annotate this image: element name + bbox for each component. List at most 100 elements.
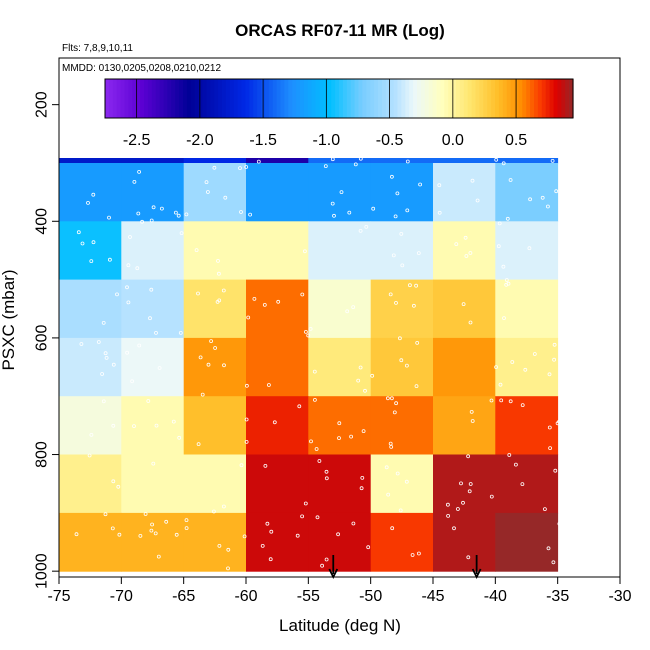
x-tick-label: -40 [484,588,507,605]
observation-point [494,157,499,162]
observation-point [339,190,344,195]
observation-point [132,179,137,184]
observation-point [151,461,156,466]
colorbar-segment [541,79,547,118]
observation-point [527,246,532,251]
colorbar-segment [506,79,512,118]
colorbar-segment [327,79,332,118]
colorbar-segment [569,79,574,118]
colorbar-segment [241,79,246,118]
observation-point [238,166,242,171]
observation-point [104,355,109,360]
colorbar-segment [401,79,406,118]
heatmap-cell [183,221,247,281]
observation-point [312,369,317,374]
observation-point [390,526,395,531]
observation-point [196,442,201,447]
observation-point [404,363,409,368]
observation-point [138,534,143,538]
observation-point [464,254,469,258]
colorbar-segment [124,79,129,118]
observation-point [385,396,390,401]
observation-point [226,566,230,571]
observation-point [475,198,480,203]
observation-point [468,482,473,486]
colorbar-segment [253,79,258,118]
observation-point [176,213,181,218]
heatmap-cell [59,512,122,572]
observation-point [308,326,313,331]
colorbar-segment [417,79,422,118]
observation-point [394,401,399,406]
colorbar-segment [514,79,519,118]
observation-point [148,316,152,321]
observation-point [468,320,473,325]
colorbar-segment [229,79,235,118]
observation-point [561,238,566,243]
colorbar-segment [370,79,375,118]
x-axis-label: Latitude (deg N) [279,616,401,635]
observation-point [461,500,465,505]
colorbar-segment [483,79,488,118]
observation-point [469,409,474,414]
colorbar-segment [155,79,161,118]
observation-point [552,357,556,362]
observation-point [557,419,561,424]
colorbar-segment [459,79,465,118]
colorbar-segment [339,79,344,118]
observation-point [552,342,557,347]
heatmap-cell [433,279,496,339]
colorbar-segment [296,79,301,118]
heatmap-cell [495,396,559,455]
observation-point [96,340,101,344]
observation-point [546,204,550,209]
y-tick-label: 400 [34,208,51,235]
observation-point [300,292,305,297]
colorbar-segment [303,79,309,118]
observation-point [149,218,154,223]
observation-point [498,382,503,387]
observation-point [268,557,273,562]
dates-label: MMDD: 0130,0205,0208,0210,0212 [62,63,221,74]
observation-point [337,436,341,441]
observation-point [504,278,509,282]
heatmap-cell [433,337,496,397]
colorbar-segment [561,79,566,118]
observation-point [353,162,358,167]
observation-point [404,479,409,484]
y-tick-label: 800 [34,441,51,468]
colorbar-segment [147,79,153,118]
observation-point [297,404,302,409]
observation-point [494,365,499,370]
flights-label: Flts: 7,8,9,10,11 [62,43,133,54]
heatmap-cell [183,337,247,397]
observation-point [359,486,364,491]
colorbar-segment [175,79,180,118]
colorbar-segment [350,79,356,118]
observation-point [501,161,506,166]
colorbar-segment [448,79,453,118]
observation-point [384,465,389,470]
x-tick-label: -35 [546,588,569,605]
observation-point [101,320,106,325]
heatmap-cell [246,279,309,339]
colorbar-segment [292,79,297,118]
observation-point [543,507,547,512]
colorbar-segment [183,79,188,118]
colorbar-segment [362,79,367,118]
observation-point [416,551,421,556]
observation-point [437,183,442,188]
observation-point [256,159,261,164]
observation-point [150,522,155,527]
colorbar-segment [342,79,348,118]
observation-point [154,423,159,428]
observation-point [532,352,537,356]
colorbar-segment [315,79,321,118]
plot-frame [58,57,621,578]
heatmap-cell [246,396,309,455]
colorbar-segment [136,79,141,118]
colorbar-segment [194,79,200,118]
observation-point [101,399,106,404]
x-tick-label: -75 [47,588,70,605]
observation-point [143,512,148,516]
